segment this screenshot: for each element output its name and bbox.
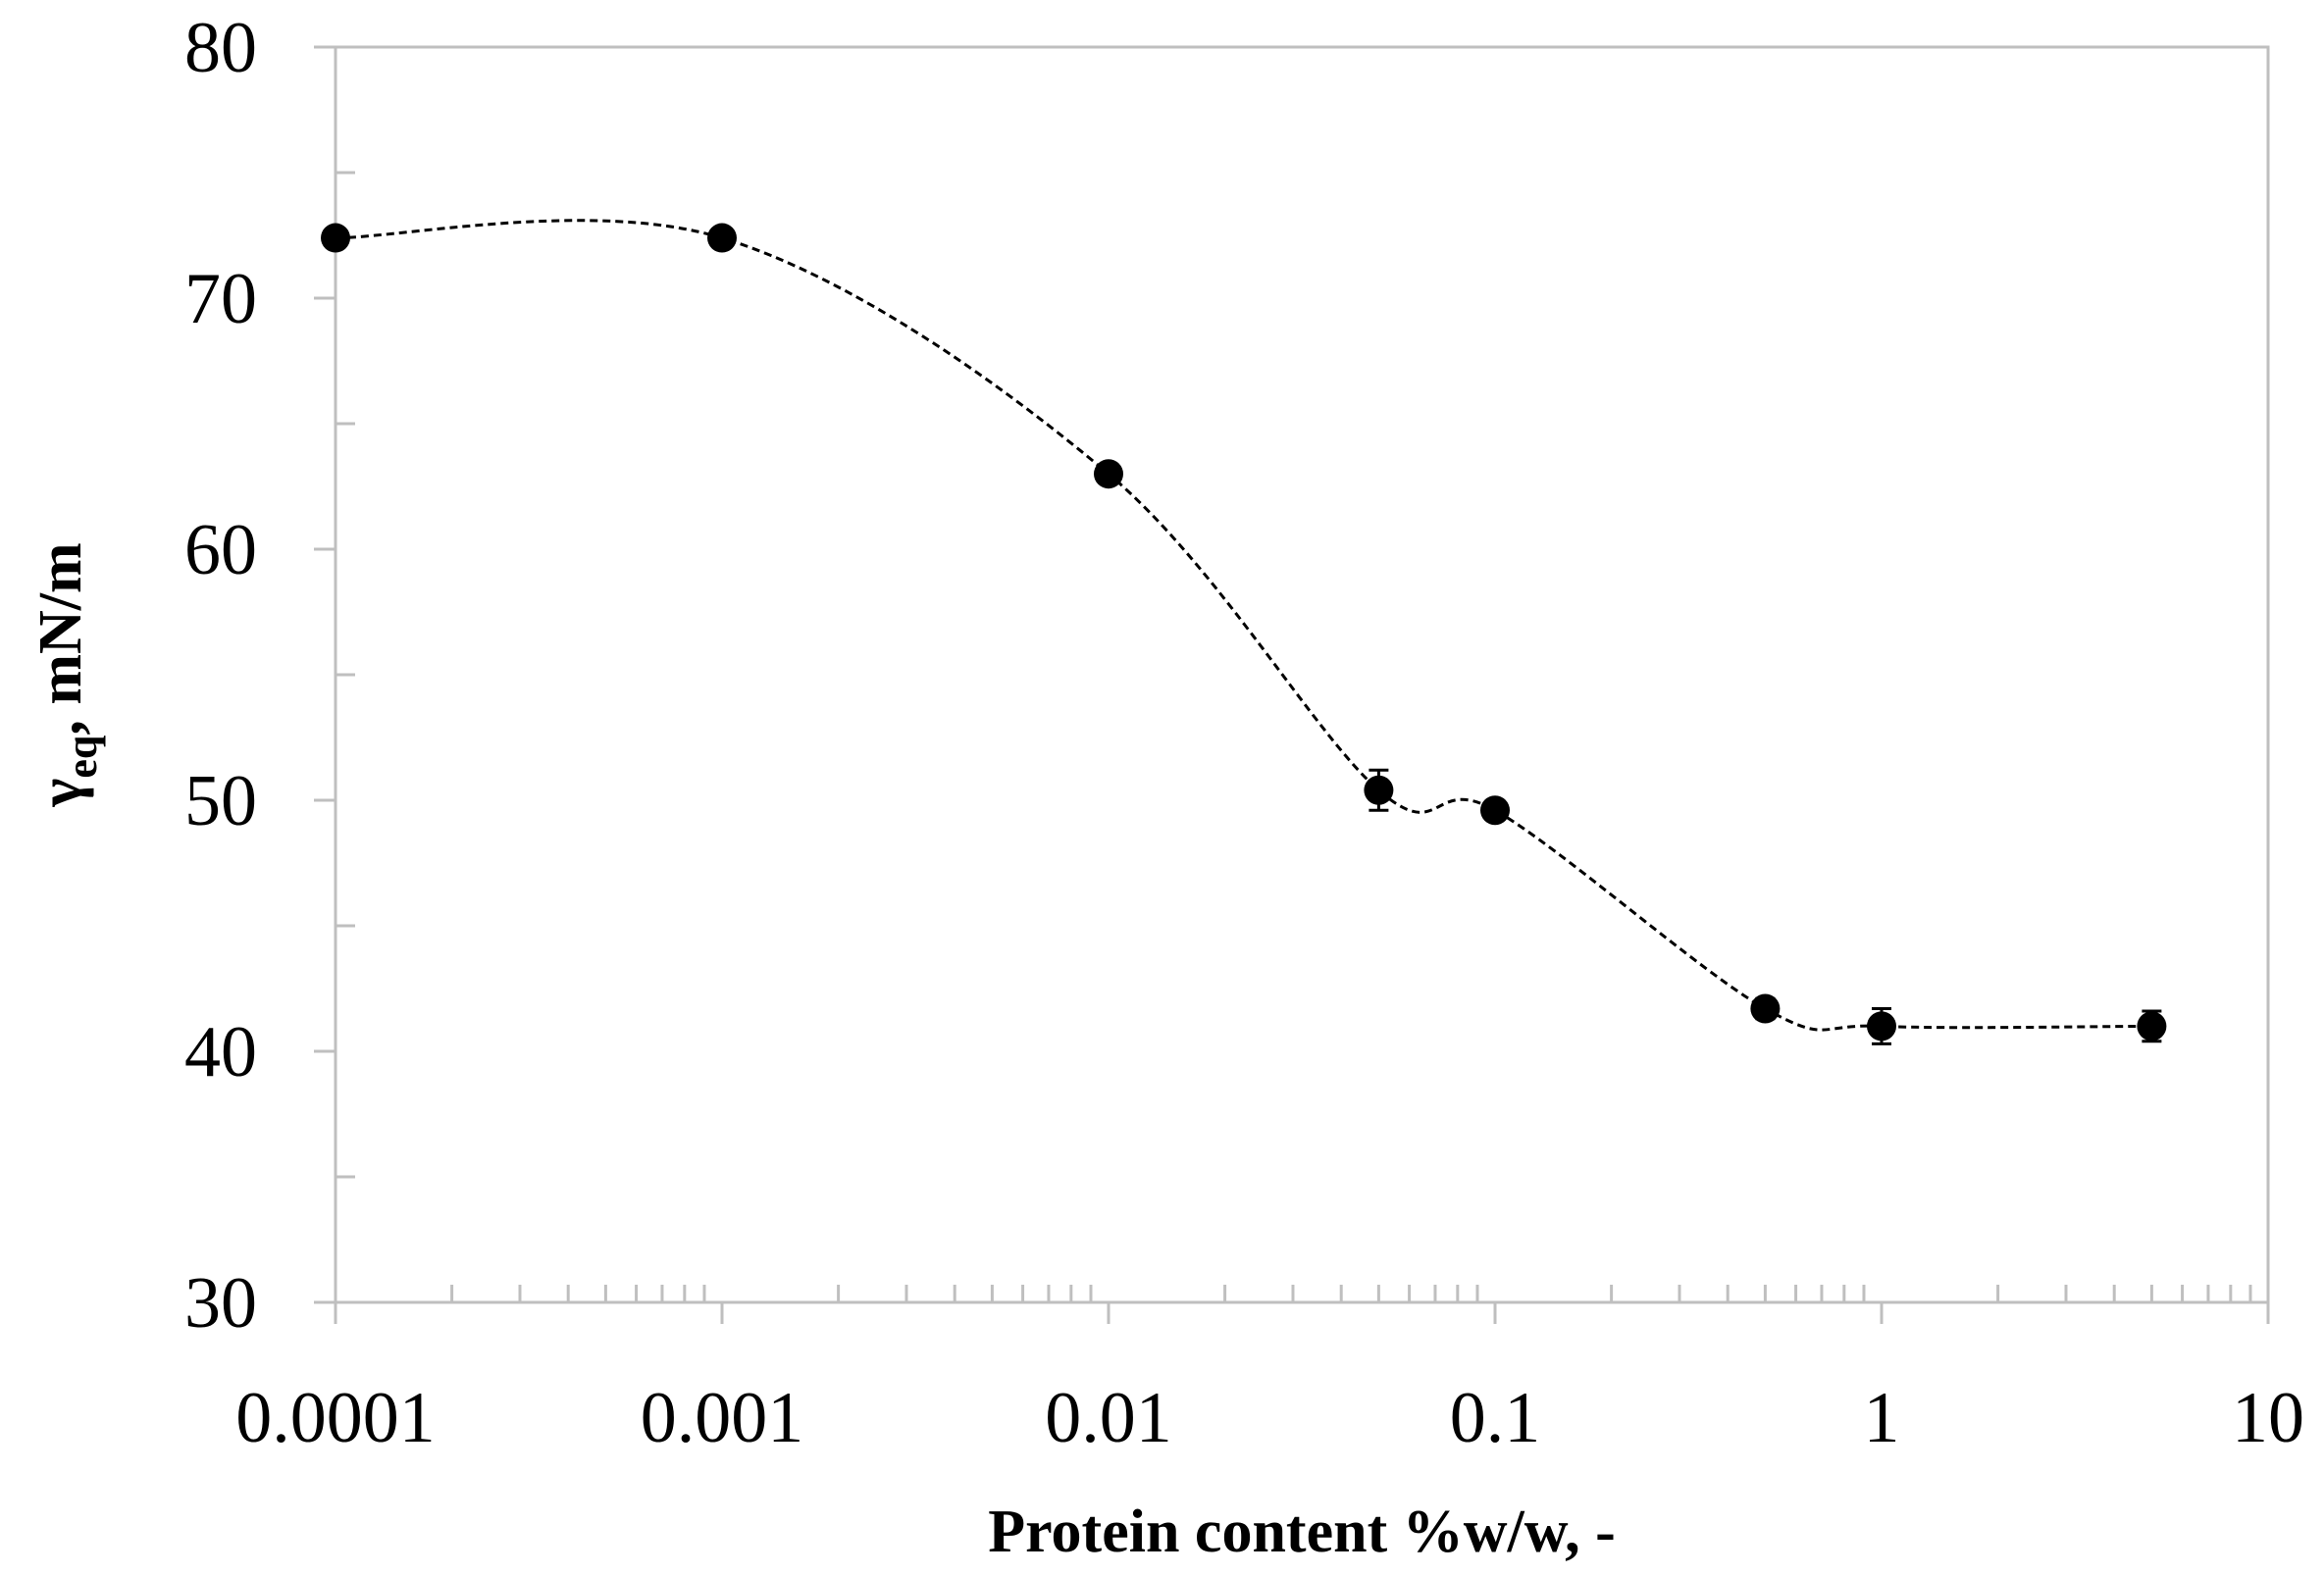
- y-axis-tick-labels: 30 40 50 60 70 80: [184, 8, 257, 1344]
- x-tick-label: 10: [2232, 1378, 2304, 1458]
- y-tick-label: 30: [184, 1263, 257, 1344]
- y-tick-label: 80: [184, 8, 257, 88]
- x-axis-title: Protein content %w/w, -: [988, 1499, 1615, 1565]
- y-tick-label: 70: [184, 259, 257, 339]
- trend-line: [335, 219, 2152, 1032]
- y-axis-title: γeq, mN/m: [27, 542, 106, 807]
- x-tick-label: 0.1: [1450, 1378, 1541, 1458]
- data-point: [1867, 1011, 1896, 1042]
- data-point: [707, 223, 737, 253]
- data-point: [1094, 459, 1123, 489]
- y-axis-title-units: , mN/m: [27, 542, 94, 735]
- y-axis-ticks: [314, 45, 355, 1304]
- data-point: [1364, 775, 1394, 805]
- y-axis-title-symbol: γ: [27, 779, 94, 808]
- x-axis-tick-labels: 0.0001 0.001 0.01 0.1 1 10: [235, 1378, 2304, 1458]
- y-axis-title-subscript: eq: [58, 735, 106, 779]
- x-axis-ticks: [334, 1285, 2270, 1324]
- data-point: [1480, 795, 1510, 826]
- data-point: [321, 223, 350, 253]
- data-points: [321, 223, 2167, 1042]
- x-tick-label: 0.001: [641, 1378, 804, 1458]
- error-bars: [326, 229, 2162, 1045]
- x-tick-label: 0.0001: [235, 1378, 436, 1458]
- data-point: [1750, 993, 1781, 1024]
- x-tick-label: 0.01: [1045, 1378, 1172, 1458]
- y-tick-label: 50: [184, 761, 257, 841]
- plot-area-frame: [334, 45, 2270, 1304]
- x-tick-label: 1: [1864, 1378, 1900, 1458]
- data-point: [2137, 1011, 2167, 1042]
- y-tick-label: 60: [184, 510, 257, 590]
- y-tick-label: 40: [184, 1012, 257, 1092]
